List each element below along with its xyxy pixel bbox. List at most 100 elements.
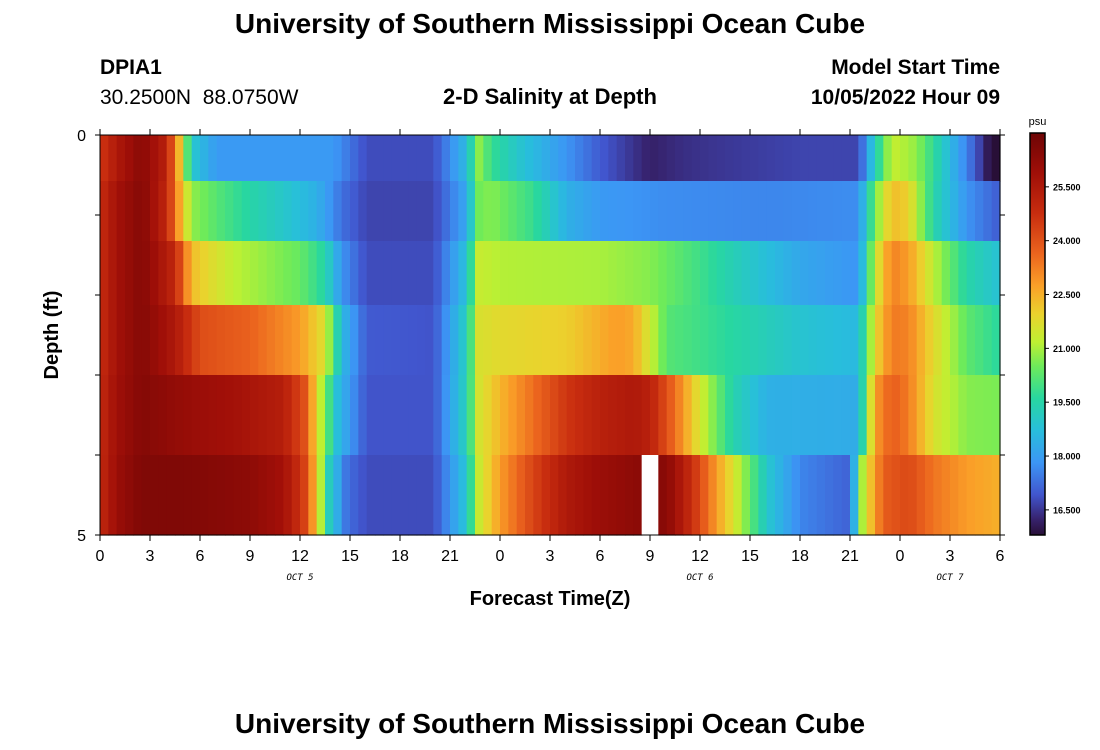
heatmap-cell bbox=[733, 455, 743, 536]
heatmap-cell bbox=[991, 135, 1001, 182]
heatmap-cell bbox=[866, 375, 876, 456]
heatmap-cell bbox=[875, 375, 884, 456]
heatmap-cell bbox=[841, 135, 851, 182]
heatmap-cell bbox=[191, 305, 201, 376]
heatmap-cell bbox=[283, 455, 293, 536]
heatmap-cell bbox=[675, 181, 684, 242]
x-tick-label: 0 bbox=[496, 548, 505, 565]
heatmap-cell bbox=[116, 375, 126, 456]
heatmap-cell bbox=[325, 305, 334, 376]
heatmap-cell bbox=[133, 305, 143, 376]
heatmap-cell bbox=[150, 241, 159, 306]
heatmap-cell bbox=[283, 181, 293, 242]
heatmap-cell bbox=[383, 455, 393, 536]
heatmap-cell bbox=[483, 305, 493, 376]
heatmap-cell bbox=[766, 241, 776, 306]
heatmap-cell bbox=[950, 181, 959, 242]
heatmap-cell bbox=[508, 455, 518, 536]
x-tick-label: 3 bbox=[946, 548, 955, 565]
heatmap-cell bbox=[316, 305, 326, 376]
heatmap-cell bbox=[433, 305, 443, 376]
heatmap-cell bbox=[583, 241, 593, 306]
heatmap-cell bbox=[258, 181, 268, 242]
heatmap-cell bbox=[625, 241, 634, 306]
heatmap-cell bbox=[150, 181, 159, 242]
heatmap-cell bbox=[600, 375, 609, 456]
heatmap-cell bbox=[175, 375, 184, 456]
heatmap-cell bbox=[633, 305, 643, 376]
heatmap-cell bbox=[616, 135, 626, 182]
heatmap-cell bbox=[900, 305, 909, 376]
heatmap-cell bbox=[641, 375, 651, 456]
heatmap-cell bbox=[900, 181, 909, 242]
heatmap-cell bbox=[458, 305, 468, 376]
heatmap-cell bbox=[758, 375, 768, 456]
heatmap-cell bbox=[700, 455, 709, 536]
heatmap-cell bbox=[141, 135, 151, 182]
heatmap-cell bbox=[208, 375, 218, 456]
heatmap-cell bbox=[641, 241, 651, 306]
heatmap-cell bbox=[891, 135, 901, 182]
heatmap-cell bbox=[283, 375, 293, 456]
heatmap-cell bbox=[683, 181, 693, 242]
heatmap-cell bbox=[466, 181, 476, 242]
heatmap-cell bbox=[791, 305, 801, 376]
heatmap-cell bbox=[225, 455, 234, 536]
heatmap-cell bbox=[575, 305, 584, 376]
heatmap-cell bbox=[291, 181, 301, 242]
heatmap-cell bbox=[758, 455, 768, 536]
heatmap-cell bbox=[616, 375, 626, 456]
heatmap-cell bbox=[408, 135, 418, 182]
heatmap-cell bbox=[666, 241, 676, 306]
heatmap-cell bbox=[191, 455, 201, 536]
heatmap-cell bbox=[375, 181, 384, 242]
heatmap-cell bbox=[316, 241, 326, 306]
heatmap-cell bbox=[308, 181, 318, 242]
heatmap-cell bbox=[341, 375, 351, 456]
heatmap-cell bbox=[258, 135, 268, 182]
heatmap-cell bbox=[441, 181, 451, 242]
heatmap-cell bbox=[833, 241, 843, 306]
heatmap-cell bbox=[108, 181, 118, 242]
heatmap-cell bbox=[725, 455, 734, 536]
heatmap-cell bbox=[608, 375, 618, 456]
heatmap-cell bbox=[741, 305, 751, 376]
heatmap-cell bbox=[708, 241, 718, 306]
heatmap-cell bbox=[216, 135, 226, 182]
heatmap-cell bbox=[383, 241, 393, 306]
heatmap-cell bbox=[100, 181, 109, 242]
heatmap-cell bbox=[375, 305, 384, 376]
heatmap-cell bbox=[758, 305, 768, 376]
heatmap-cell bbox=[816, 241, 826, 306]
heatmap-cell bbox=[475, 455, 484, 536]
heatmap-cell bbox=[775, 135, 784, 182]
heatmap-cell bbox=[566, 455, 576, 536]
x-tick-label: 6 bbox=[996, 548, 1005, 565]
heatmap-cell bbox=[808, 181, 818, 242]
heatmap-cell bbox=[808, 455, 818, 536]
heatmap-cell bbox=[508, 181, 518, 242]
heatmap-cell bbox=[575, 135, 584, 182]
x-tick-label: 15 bbox=[741, 548, 759, 565]
heatmap-cell bbox=[950, 241, 959, 306]
heatmap-cell bbox=[675, 455, 684, 536]
heatmap-cell bbox=[258, 455, 268, 536]
heatmap-cell bbox=[533, 135, 543, 182]
heatmap-cell bbox=[916, 241, 926, 306]
heatmap-cell bbox=[966, 135, 976, 182]
heatmap-cell bbox=[133, 241, 143, 306]
heatmap-cell bbox=[108, 241, 118, 306]
heatmap-cell bbox=[600, 181, 609, 242]
heatmap-cell bbox=[650, 305, 659, 376]
heatmap-cell bbox=[908, 241, 918, 306]
heatmap-cell bbox=[333, 135, 343, 182]
heatmap-cell bbox=[941, 241, 951, 306]
heatmap-cell bbox=[216, 181, 226, 242]
heatmap-cell bbox=[316, 181, 326, 242]
heatmap-cell bbox=[333, 455, 343, 536]
heatmap-cell bbox=[250, 305, 259, 376]
heatmap-cell bbox=[858, 135, 868, 182]
date-label: OCT 5 bbox=[286, 573, 313, 583]
heatmap-cell bbox=[500, 305, 509, 376]
heatmap-cell bbox=[650, 135, 659, 182]
